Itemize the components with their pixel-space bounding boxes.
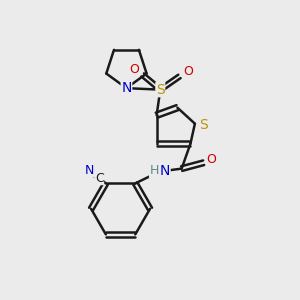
Text: S: S <box>199 118 208 132</box>
Text: C: C <box>95 172 103 184</box>
Text: N: N <box>85 164 94 177</box>
Text: O: O <box>206 153 216 166</box>
Text: N: N <box>121 81 132 95</box>
Text: N: N <box>160 164 170 178</box>
Text: O: O <box>130 63 139 76</box>
Text: S: S <box>156 82 165 97</box>
Text: O: O <box>183 65 193 79</box>
Text: H: H <box>150 164 159 178</box>
